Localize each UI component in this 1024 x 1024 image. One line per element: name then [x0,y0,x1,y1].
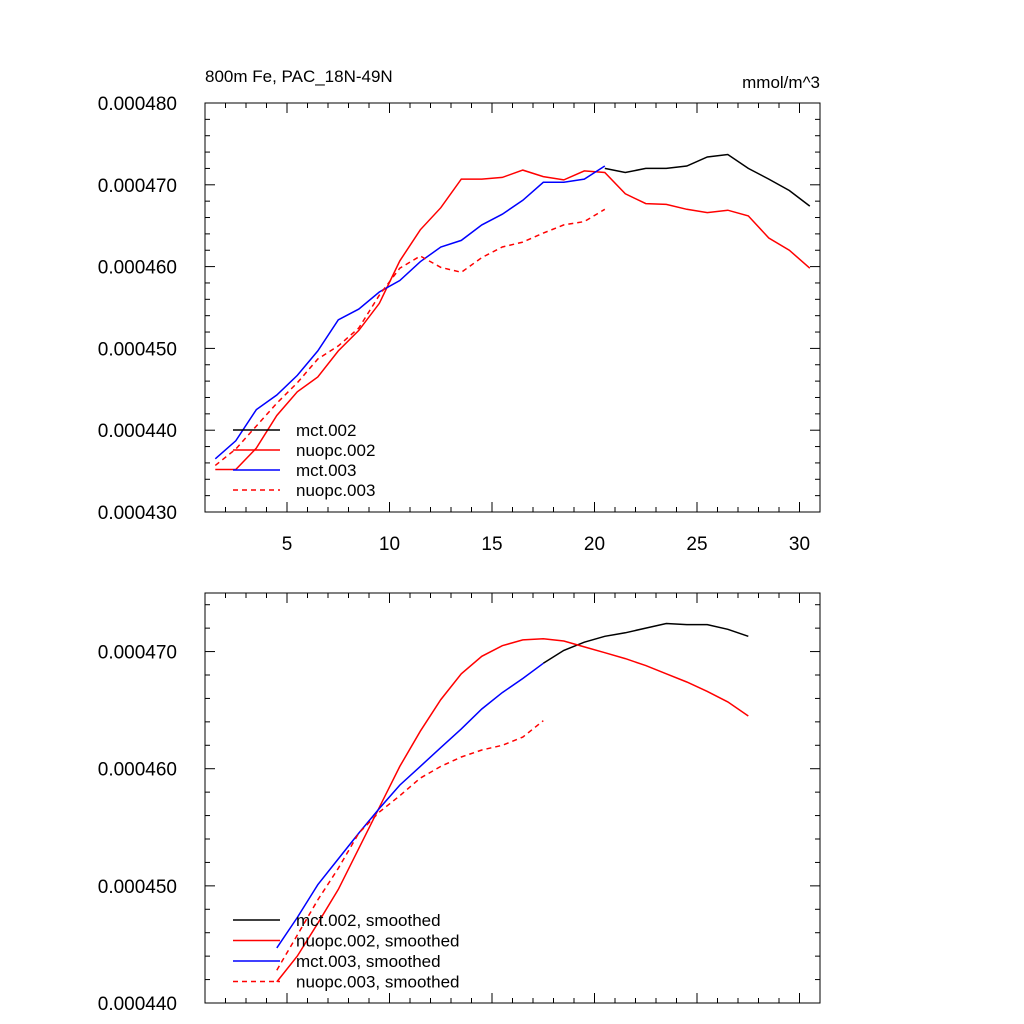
bottom-chart-legend-label: nuopc.002, smoothed [296,932,460,951]
top-chart-legend-label: mct.003 [296,461,356,480]
top-chart-x-tick-label: 20 [584,534,605,555]
bottom-chart-y-tick-label: 0.000450 [98,877,177,898]
top-chart-series-line-3 [214,165,606,460]
top-chart-x-tick-label: 30 [789,534,810,555]
top-chart-series-line-4 [214,208,606,466]
bottom-chart-legend-label: mct.003, smoothed [296,952,441,971]
top-chart-legend-label: nuopc.003 [296,481,375,500]
bottom-chart-y-tick-label: 0.000440 [98,994,177,1015]
top-chart-title: 800m Fe, PAC_18N-49N [205,67,393,86]
top-chart-x-tick-label: 5 [282,534,293,555]
top-chart-series-line-1 [604,153,811,207]
top-chart-units: mmol/m^3 [742,73,820,92]
top-chart-series-line-2 [215,169,811,471]
bottom-chart-legend-label: nuopc.003, smoothed [296,973,460,992]
top-chart-y-tick-label: 0.000440 [98,421,177,442]
bottom-chart-legend-label: mct.002, smoothed [296,911,441,930]
top-chart-y-tick-label: 0.000480 [98,94,177,115]
top-chart-x-tick-label: 10 [379,534,400,555]
bottom-chart-panel: 0.000440 0.000450 0.000460 0.000470 mct.002,… [98,592,821,1015]
top-chart-y-tick-label: 0.000470 [98,176,177,197]
bottom-chart-y-tick-label: 0.000460 [98,760,177,781]
top-chart-y-tick-label: 0.000450 [98,339,177,360]
top-chart-x-tick-label: 25 [686,534,707,555]
bottom-chart-series-line-4 [276,720,544,971]
top-chart-y-tick-label: 0.000430 [98,503,177,524]
bottom-chart-y-tick-label: 0.000470 [98,643,177,664]
top-chart-x-tick-label: 15 [481,534,502,555]
top-chart-legend-label: mct.002 [296,421,356,440]
bottom-chart-series-line-3 [276,662,544,949]
top-chart-panel: 5 10 15 20 25 30 0.000430 0.000440 0.000450 0.000… [98,94,821,555]
top-chart-legend-label: nuopc.002 [296,441,375,460]
bottom-chart-series-line-2 [276,637,749,983]
top-chart-y-tick-label: 0.000460 [98,258,177,279]
